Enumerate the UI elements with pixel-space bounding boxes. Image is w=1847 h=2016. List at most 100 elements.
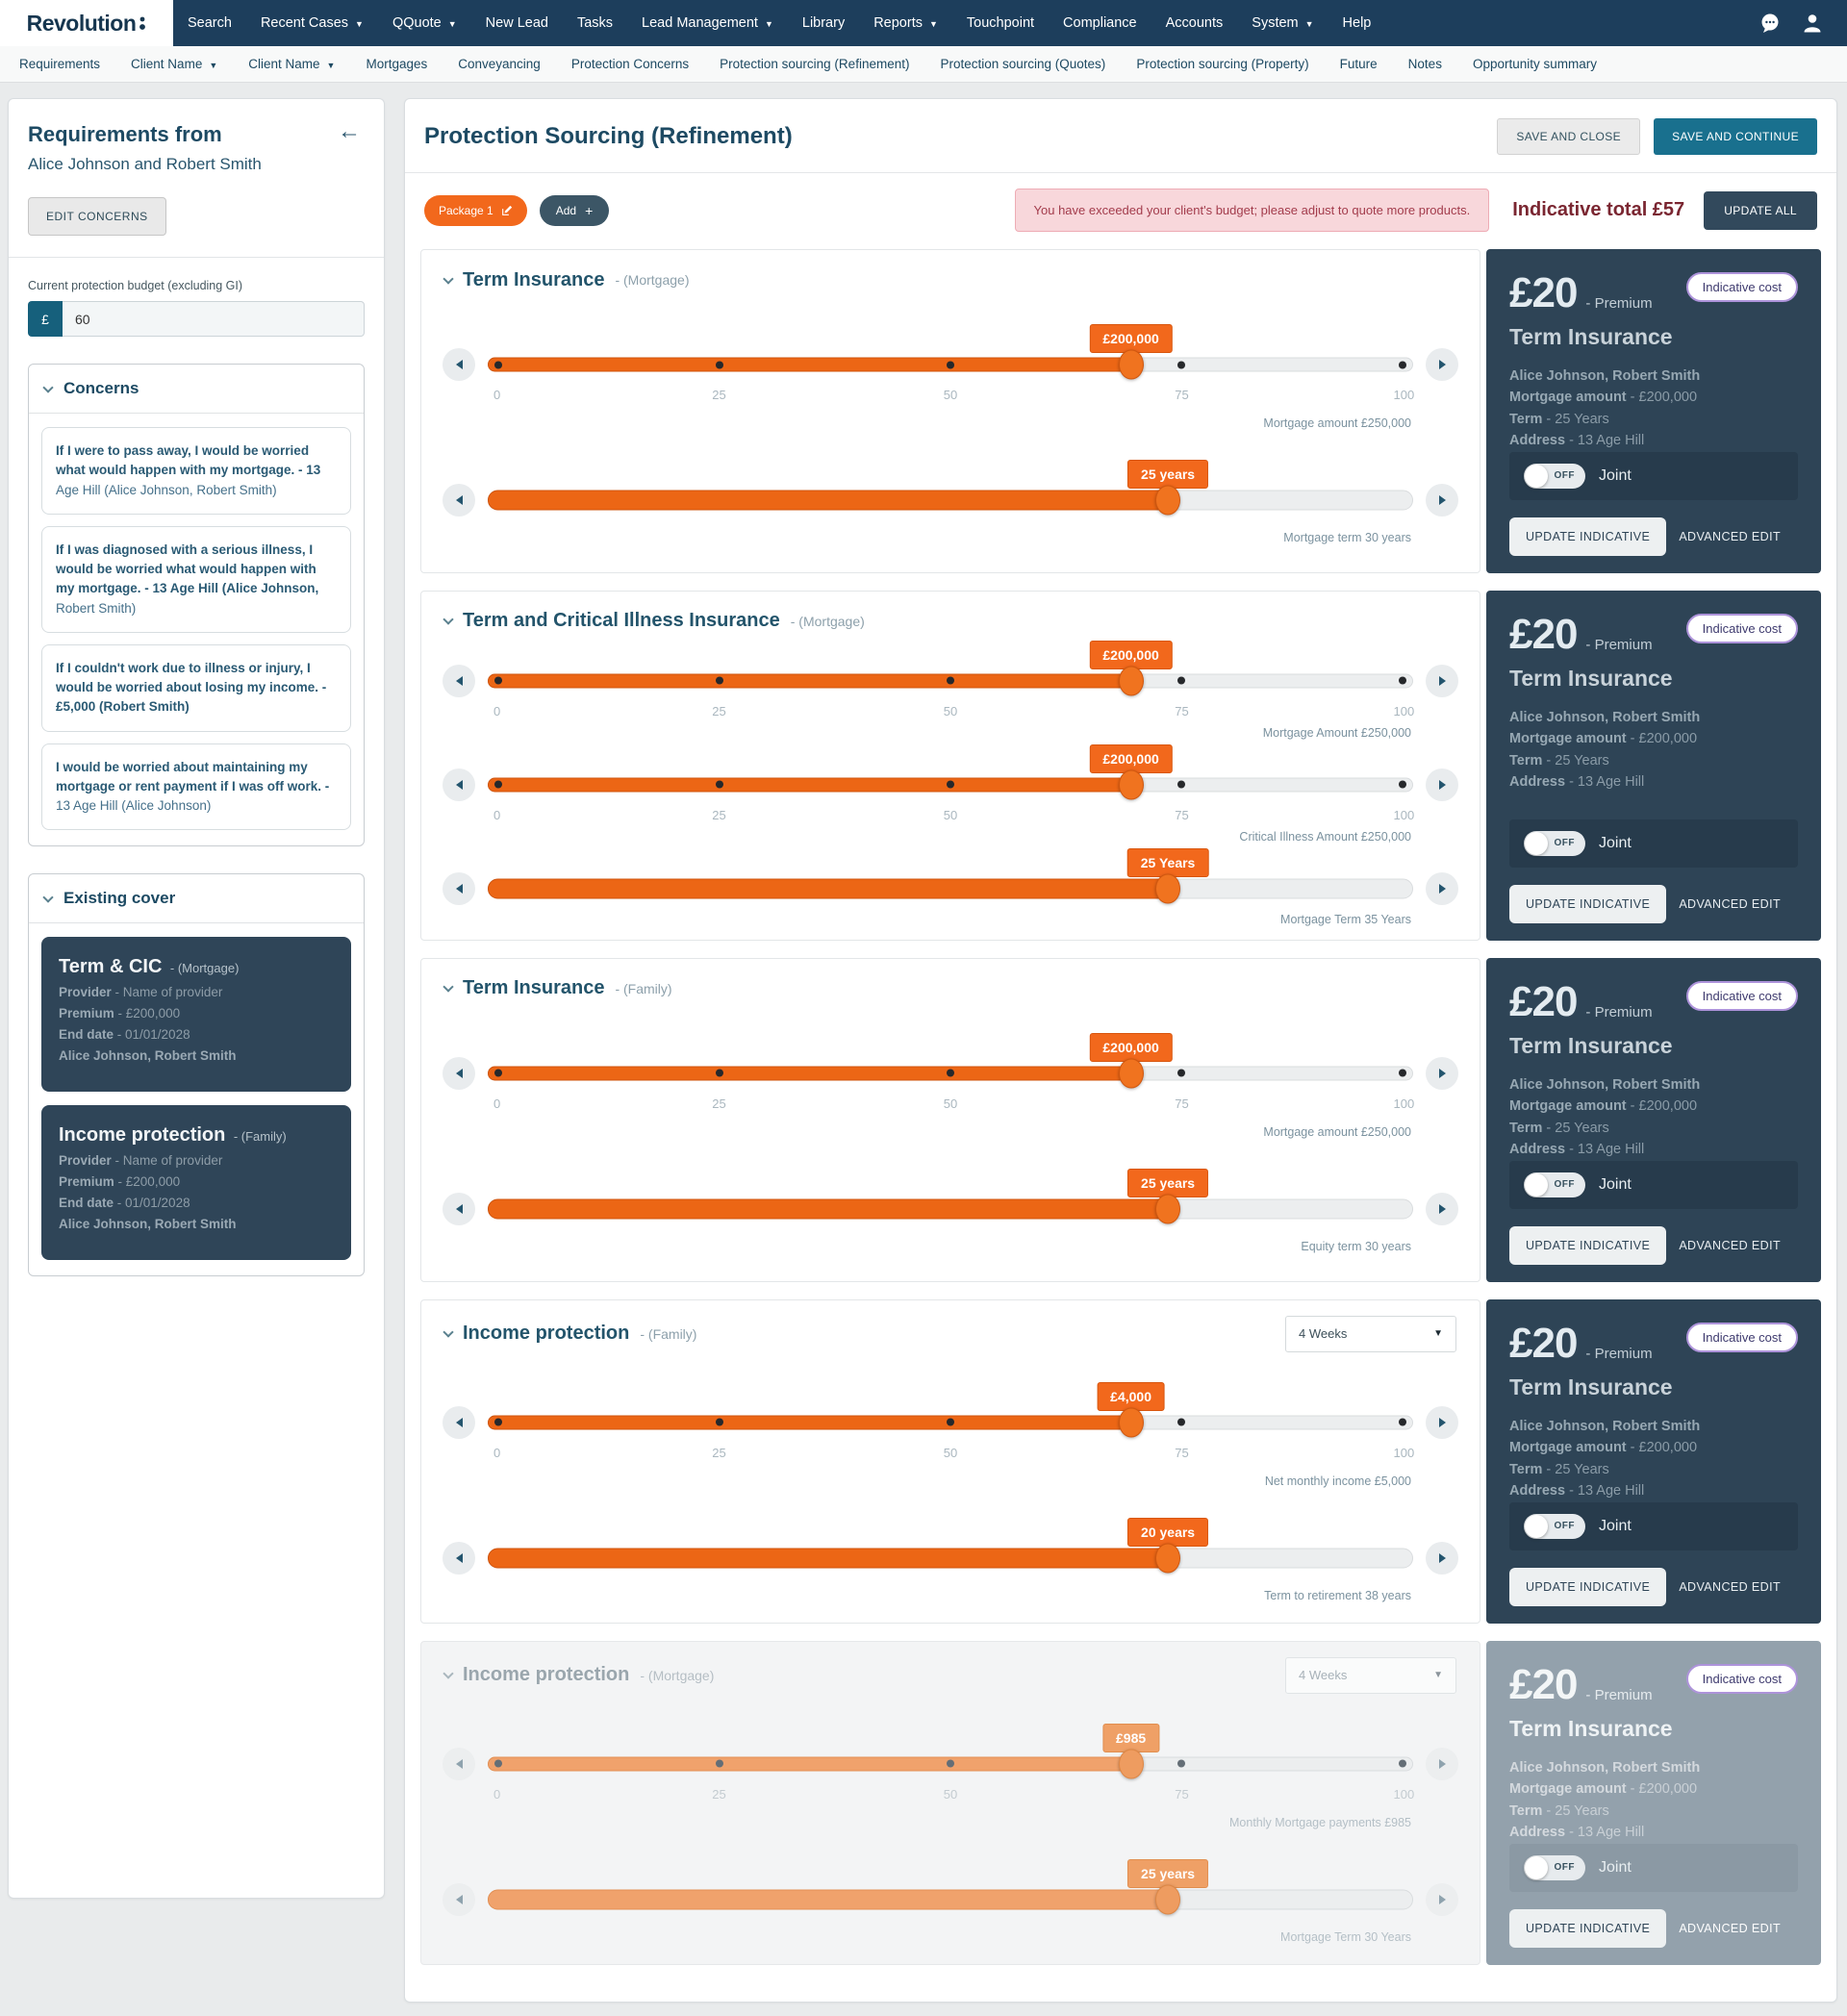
- case-tab[interactable]: Requirements ▼: [19, 57, 100, 71]
- concern-item[interactable]: If I were to pass away, I would be worri…: [41, 427, 351, 515]
- concern-item[interactable]: If I couldn't work due to illness or inj…: [41, 643, 351, 732]
- deferred-period-select[interactable]: 4 Weeks ▼: [1285, 1315, 1456, 1352]
- slider-thumb[interactable]: [1118, 1058, 1144, 1089]
- slider-thumb[interactable]: [1155, 485, 1181, 516]
- existing-cover-card[interactable]: Income protection - (Family) Provider - …: [41, 1105, 351, 1261]
- case-tab[interactable]: Conveyancing ▼: [458, 57, 541, 71]
- slider-decrement-button[interactable]: [443, 664, 475, 697]
- slider-track[interactable]: 20 years: [488, 1517, 1413, 1575]
- slider-increment-button[interactable]: [1426, 768, 1458, 801]
- slider-track[interactable]: 25 years: [488, 1168, 1413, 1225]
- concern-item[interactable]: I would be worried about maintaining my …: [41, 743, 351, 831]
- slider-decrement-button[interactable]: [443, 1882, 475, 1916]
- existing-cover-header[interactable]: Existing cover: [29, 874, 364, 924]
- slider-thumb[interactable]: [1118, 349, 1144, 380]
- case-tab[interactable]: Protection sourcing (Property) ▼: [1136, 57, 1308, 71]
- chevron-down-icon[interactable]: [443, 981, 454, 994]
- chevron-down-icon[interactable]: [443, 272, 454, 285]
- concerns-panel-header[interactable]: Concerns: [29, 365, 364, 414]
- case-tab[interactable]: Client Name ▼: [248, 57, 335, 71]
- case-tab[interactable]: Protection sourcing (Refinement) ▼: [720, 57, 909, 71]
- slider-track[interactable]: £200,000: [488, 640, 1413, 697]
- menu-item[interactable]: Help ▼: [1328, 0, 1386, 46]
- slider-increment-button[interactable]: [1426, 664, 1458, 697]
- slider-thumb[interactable]: [1118, 1749, 1144, 1779]
- slider-track[interactable]: 25 Years: [488, 847, 1413, 905]
- case-tab[interactable]: Protection Concerns ▼: [571, 57, 689, 71]
- save-and-continue-button[interactable]: SAVE AND CONTINUE: [1654, 118, 1817, 155]
- slider-increment-button[interactable]: [1426, 1056, 1458, 1090]
- case-tab[interactable]: Mortgages ▼: [366, 57, 427, 71]
- case-tab[interactable]: Future ▼: [1340, 57, 1378, 71]
- advanced-edit-link[interactable]: ADVANCED EDIT: [1679, 1579, 1781, 1594]
- slider-increment-button[interactable]: [1426, 1192, 1458, 1225]
- slider-track[interactable]: £200,000: [488, 743, 1413, 801]
- update-indicative-button[interactable]: UPDATE INDICATIVE: [1509, 1908, 1667, 1948]
- save-and-close-button[interactable]: SAVE AND CLOSE: [1497, 118, 1641, 155]
- menu-item[interactable]: QQuote ▼: [378, 0, 471, 46]
- slider-increment-button[interactable]: [1426, 1882, 1458, 1916]
- slider-decrement-button[interactable]: [443, 871, 475, 905]
- edit-concerns-button[interactable]: EDIT CONCERNS: [28, 197, 166, 236]
- slider-increment-button[interactable]: [1426, 1747, 1458, 1780]
- slider-thumb[interactable]: [1155, 873, 1181, 904]
- menu-item[interactable]: Compliance ▼: [1049, 0, 1151, 46]
- revolution-logo[interactable]: Revolution: [0, 0, 173, 46]
- budget-input[interactable]: [63, 301, 365, 337]
- joint-toggle[interactable]: OFF: [1524, 1854, 1585, 1880]
- slider-track[interactable]: £200,000: [488, 1032, 1413, 1090]
- slider-decrement-button[interactable]: [443, 768, 475, 801]
- slider-thumb[interactable]: [1155, 1884, 1181, 1915]
- slider-track[interactable]: £200,000: [488, 324, 1413, 381]
- chat-icon[interactable]: [1758, 12, 1782, 35]
- case-tab[interactable]: Client Name ▼: [131, 57, 217, 71]
- slider-increment-button[interactable]: [1426, 1405, 1458, 1439]
- slider-decrement-button[interactable]: [443, 1192, 475, 1225]
- menu-item[interactable]: System ▼: [1237, 0, 1328, 46]
- slider-decrement-button[interactable]: [443, 1056, 475, 1090]
- menu-item[interactable]: Search ▼: [173, 0, 246, 46]
- user-icon[interactable]: [1801, 12, 1824, 35]
- slider-decrement-button[interactable]: [443, 484, 475, 517]
- concern-item[interactable]: If I was diagnosed with a serious illnes…: [41, 525, 351, 633]
- menu-item[interactable]: Accounts ▼: [1151, 0, 1238, 46]
- joint-toggle[interactable]: OFF: [1524, 830, 1585, 856]
- menu-item[interactable]: New Lead ▼: [471, 0, 563, 46]
- chevron-down-icon[interactable]: [443, 1326, 454, 1338]
- update-indicative-button[interactable]: UPDATE INDICATIVE: [1509, 517, 1667, 556]
- package-1-button[interactable]: Package 1: [424, 194, 527, 226]
- slider-thumb[interactable]: [1118, 1407, 1144, 1438]
- slider-thumb[interactable]: [1155, 1543, 1181, 1574]
- slider-increment-button[interactable]: [1426, 1541, 1458, 1575]
- slider-decrement-button[interactable]: [443, 1541, 475, 1575]
- deferred-period-select[interactable]: 4 Weeks ▼: [1285, 1656, 1456, 1694]
- menu-item[interactable]: Library ▼: [788, 0, 859, 46]
- menu-item[interactable]: Tasks ▼: [563, 0, 627, 46]
- chevron-down-icon[interactable]: [443, 614, 454, 626]
- slider-decrement-button[interactable]: [443, 1405, 475, 1439]
- joint-toggle[interactable]: OFF: [1524, 1172, 1585, 1197]
- joint-toggle[interactable]: OFF: [1524, 1513, 1585, 1539]
- slider-decrement-button[interactable]: [443, 1747, 475, 1780]
- add-package-button[interactable]: Add +: [539, 194, 610, 226]
- slider-thumb[interactable]: [1118, 769, 1144, 800]
- slider-increment-button[interactable]: [1426, 348, 1458, 381]
- slider-track[interactable]: £985: [488, 1723, 1413, 1780]
- update-indicative-button[interactable]: UPDATE INDICATIVE: [1509, 1225, 1667, 1265]
- menu-item[interactable]: Touchpoint ▼: [952, 0, 1049, 46]
- update-indicative-button[interactable]: UPDATE INDICATIVE: [1509, 1567, 1667, 1606]
- case-tab[interactable]: Protection sourcing (Quotes) ▼: [940, 57, 1105, 71]
- slider-thumb[interactable]: [1155, 1194, 1181, 1224]
- case-tab[interactable]: Opportunity summary ▼: [1473, 57, 1597, 71]
- advanced-edit-link[interactable]: ADVANCED EDIT: [1679, 1921, 1781, 1935]
- joint-toggle[interactable]: OFF: [1524, 463, 1585, 489]
- advanced-edit-link[interactable]: ADVANCED EDIT: [1679, 896, 1781, 911]
- slider-thumb[interactable]: [1118, 666, 1144, 696]
- menu-item[interactable]: Lead Management ▼: [627, 0, 788, 46]
- slider-track[interactable]: 25 years: [488, 1858, 1413, 1916]
- slider-decrement-button[interactable]: [443, 348, 475, 381]
- case-tab[interactable]: Notes ▼: [1408, 57, 1442, 71]
- back-arrow-icon[interactable]: ←: [338, 118, 361, 144]
- advanced-edit-link[interactable]: ADVANCED EDIT: [1679, 529, 1781, 543]
- slider-increment-button[interactable]: [1426, 484, 1458, 517]
